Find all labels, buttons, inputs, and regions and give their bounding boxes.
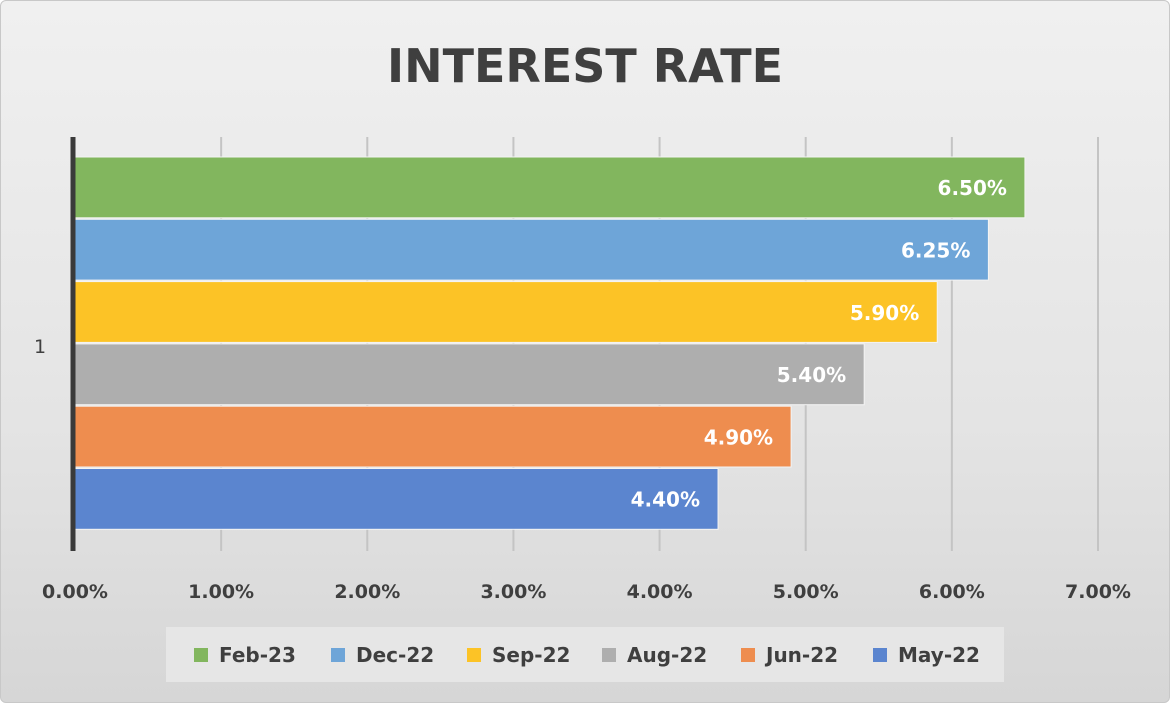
x-tick-label: 3.00% [480,581,546,603]
legend-swatch [602,648,616,662]
legend-label: Aug-22 [627,643,707,667]
legend-box [166,627,1004,682]
bar-feb-23 [74,156,1026,219]
legend-label: May-22 [898,643,980,667]
data-label: 6.50% [938,176,1007,200]
bar-sep-22 [74,281,938,343]
legend-label: Jun-22 [764,643,838,667]
legend-label: Feb-23 [219,643,296,667]
bar-may-22 [74,468,719,530]
x-tick-label: 7.00% [1065,581,1131,603]
legend-swatch [467,648,481,662]
legend-label: Sep-22 [492,643,570,667]
bar-aug-22 [74,343,865,406]
legend-swatch [331,648,345,662]
data-label: 4.90% [704,425,773,449]
legend-swatch [741,648,755,662]
data-label: 5.90% [850,301,919,325]
data-label: 6.25% [901,238,970,262]
legend-swatch [194,648,208,662]
x-tick-label: 2.00% [334,581,400,603]
data-label: 4.40% [631,488,700,512]
x-tick-label: 6.00% [919,581,985,603]
legend-swatch [873,648,887,662]
chart-title: INTEREST RATE [387,39,783,93]
bar-dec-22 [74,218,989,281]
bar-jun-22 [74,405,792,468]
x-tick-label: 4.00% [627,581,693,603]
legend-label: Dec-22 [356,643,434,667]
data-label: 5.40% [777,363,846,387]
x-tick-label: 0.00% [42,581,108,603]
x-tick-label: 5.00% [773,581,839,603]
category-label: 1 [34,336,46,358]
x-tick-label: 1.00% [188,581,254,603]
